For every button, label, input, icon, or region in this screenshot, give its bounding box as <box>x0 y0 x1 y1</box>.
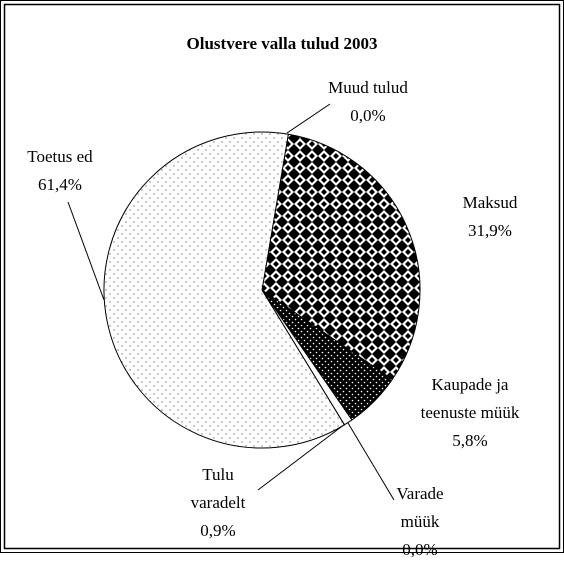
category-label: Maksud <box>462 193 518 212</box>
leader-line <box>257 423 346 491</box>
category-label: Tulu varadelt <box>190 465 246 512</box>
leader-line <box>347 422 395 501</box>
category-label: Kaupade ja teenuste müük <box>420 375 520 422</box>
leader-line <box>286 103 331 134</box>
category-label: Varade müük <box>396 484 444 531</box>
value-label: 0,9% <box>200 521 236 540</box>
slice-label: Tulu varadelt 0,9% <box>178 461 258 545</box>
value-label: 0,0% <box>402 540 438 559</box>
slice-label: Maksud 31,9% <box>440 189 540 245</box>
slice-label: Muud tulud 0,0% <box>318 74 418 130</box>
pie <box>103 131 421 449</box>
value-label: 31,9% <box>468 221 512 240</box>
value-label: 61,4% <box>38 175 82 194</box>
category-label: Muud tulud <box>328 78 408 97</box>
pie-slice <box>103 131 346 449</box>
slice-label: Varade müük 0,0% <box>385 480 455 564</box>
category-label: Toetus ed <box>27 147 93 166</box>
leader-line <box>67 201 105 301</box>
slice-label: Kaupade ja teenuste müük 5,8% <box>410 371 530 455</box>
inner-frame <box>3 3 561 550</box>
chart-title: Olustvere valla tulud 2003 <box>186 34 378 53</box>
value-label: 0,0% <box>350 106 386 125</box>
leader-lines <box>67 103 395 501</box>
slice-label: Toetus ed 61,4% <box>10 143 110 199</box>
value-label: 5,8% <box>452 431 488 450</box>
pie-slice <box>261 133 421 381</box>
